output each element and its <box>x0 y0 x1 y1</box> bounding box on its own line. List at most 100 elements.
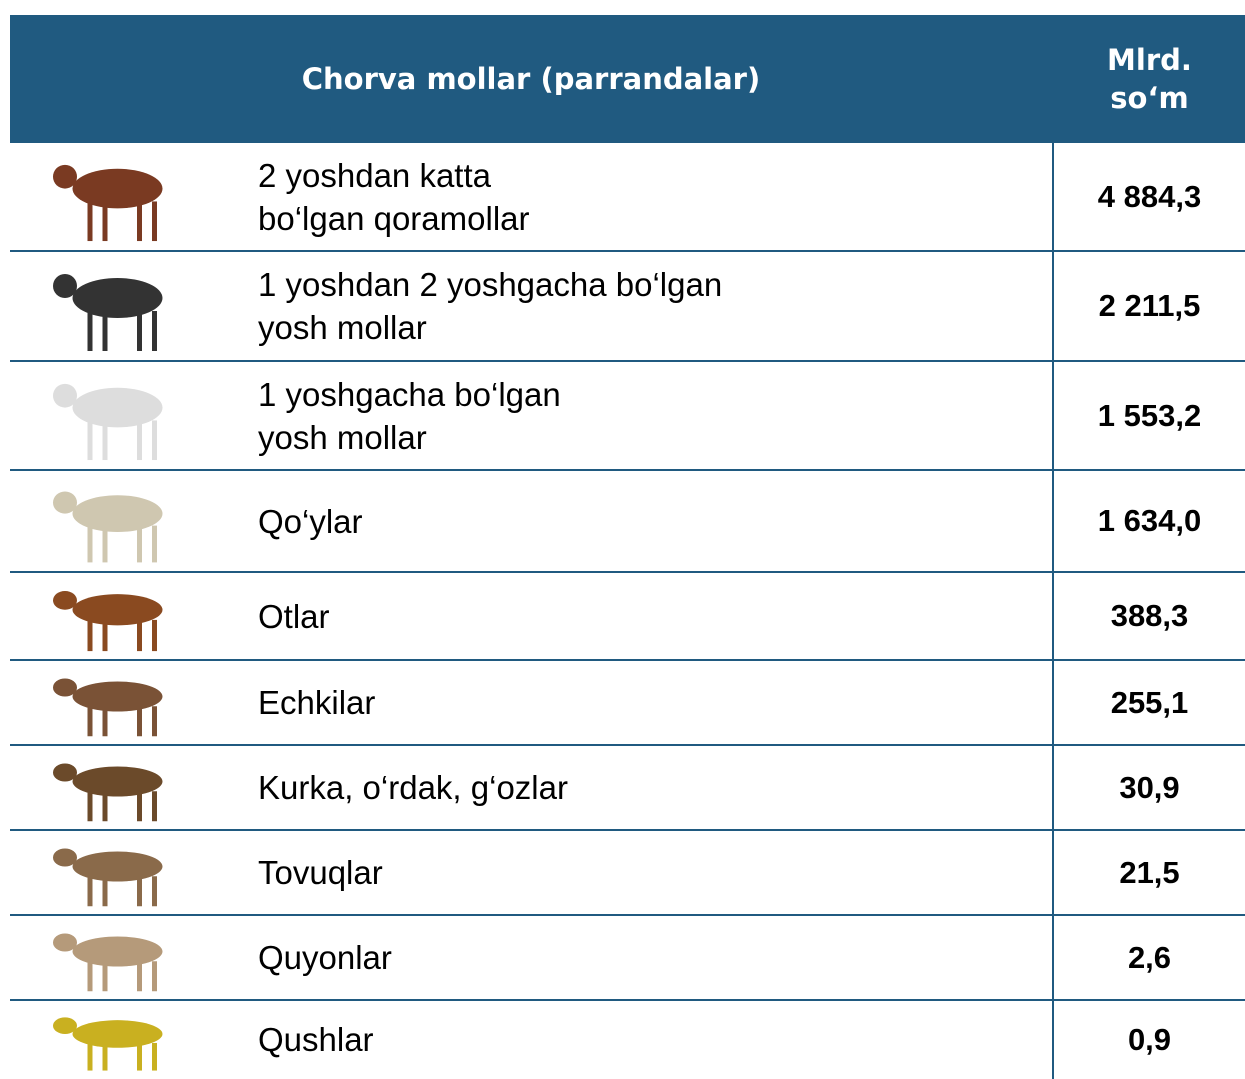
row-value: 1 634,0 <box>1054 470 1245 572</box>
icon-body <box>73 1020 163 1048</box>
icon-head <box>53 1017 77 1034</box>
icon-leg <box>88 420 93 460</box>
header-cell: Chorva mollar (parrandalar) <box>10 15 1052 142</box>
label-line: Otlar <box>258 595 1038 638</box>
icon-leg <box>88 961 93 991</box>
icon-leg <box>88 620 93 651</box>
icon-head <box>53 679 77 697</box>
animal-icon <box>35 1005 185 1074</box>
row-value: 255,1 <box>1054 660 1245 745</box>
icon-leg <box>152 620 157 651</box>
icon-leg <box>152 706 157 736</box>
label-line: Echkilar <box>258 681 1038 724</box>
row-value: 2,6 <box>1054 915 1245 1000</box>
icon-leg <box>137 620 142 651</box>
animal-icon <box>35 750 185 825</box>
label-line: bo‘lgan qoramollar <box>258 197 1038 240</box>
icon-body <box>73 682 163 712</box>
header-text: so‘m <box>1110 79 1188 117</box>
icon-leg <box>137 1043 142 1071</box>
icon-body <box>73 937 163 967</box>
icon-leg <box>103 1043 108 1071</box>
icon-head <box>53 384 77 408</box>
row-label: 2 yoshdan kattabo‘lgan qoramollar <box>258 142 1038 251</box>
animal-icon <box>35 366 185 465</box>
icon-body <box>73 388 163 428</box>
icon-leg <box>103 620 108 651</box>
icon-leg <box>103 201 108 241</box>
row-value: 1 553,2 <box>1054 361 1245 470</box>
icon-leg <box>152 201 157 241</box>
icon-leg <box>152 526 157 563</box>
label-line: yosh mollar <box>258 306 1038 349</box>
row-label: Otlar <box>258 572 1038 660</box>
animal-icon <box>35 577 185 655</box>
icon-leg <box>137 961 142 991</box>
row-label: Kurka, o‘rdak, g‘ozlar <box>258 745 1038 830</box>
label-line: Qo‘ylar <box>258 500 1038 543</box>
icon-leg <box>152 1043 157 1071</box>
icon-leg <box>152 791 157 821</box>
row-value: 4 884,3 <box>1054 142 1245 251</box>
page: Chorva mollar (parrandalar) Mlrd. so‘m (… <box>0 0 1245 1079</box>
header-text: Mlrd. <box>1107 41 1192 79</box>
icon-leg <box>137 526 142 563</box>
icon-leg <box>152 311 157 351</box>
animal-icon <box>35 665 185 740</box>
animal-icon <box>35 920 185 995</box>
row-label: Qo‘ylar <box>258 470 1038 572</box>
icon-head <box>53 274 77 298</box>
icon-leg <box>88 526 93 563</box>
icon-leg <box>88 876 93 906</box>
icon-leg <box>137 876 142 906</box>
icon-body <box>73 767 163 797</box>
row-label: Echkilar <box>258 660 1038 745</box>
label-line: 1 yoshdan 2 yoshgacha bo‘lgan <box>258 263 1038 306</box>
icon-head <box>53 591 77 610</box>
label-line: Quyonlar <box>258 936 1038 979</box>
icon-leg <box>103 706 108 736</box>
table-header: Chorva mollar (parrandalar) Mlrd. so‘m <box>10 15 1245 142</box>
icon-head <box>53 165 77 189</box>
animal-icon <box>35 147 185 246</box>
label-line: yosh mollar <box>258 416 1038 459</box>
animal-icon <box>35 475 185 567</box>
icon-leg <box>88 201 93 241</box>
icon-leg <box>103 311 108 351</box>
row-value: 21,5 <box>1054 830 1245 915</box>
icon-leg <box>137 201 142 241</box>
icon-leg <box>103 526 108 563</box>
icon-leg <box>137 791 142 821</box>
icon-head <box>53 492 77 514</box>
label-line: Tovuqlar <box>258 851 1038 894</box>
icon-leg <box>103 420 108 460</box>
header-cell: Mlrd. so‘m <box>1054 15 1245 142</box>
row-label: Quyonlar <box>258 915 1038 1000</box>
icon-leg <box>152 876 157 906</box>
icon-body <box>73 594 163 625</box>
icon-head <box>53 849 77 867</box>
icon-leg <box>103 876 108 906</box>
animal-icon <box>35 835 185 910</box>
row-value: 2 211,5 <box>1054 251 1245 361</box>
icon-leg <box>88 706 93 736</box>
icon-body <box>73 495 163 532</box>
label-line: 2 yoshdan katta <box>258 154 1038 197</box>
row-value: 30,9 <box>1054 745 1245 830</box>
label-line: Kurka, o‘rdak, g‘ozlar <box>258 766 1038 809</box>
icon-head <box>53 764 77 782</box>
icon-leg <box>137 420 142 460</box>
row-value: 0,9 <box>1054 1000 1245 1079</box>
icon-leg <box>103 791 108 821</box>
header-text: Chorva mollar (parrandalar) <box>302 60 761 98</box>
row-label: Tovuqlar <box>258 830 1038 915</box>
row-value: 388,3 <box>1054 572 1245 660</box>
row-label: Qushlar <box>258 1000 1038 1079</box>
icon-body <box>73 169 163 209</box>
icon-leg <box>103 961 108 991</box>
icon-head <box>53 934 77 952</box>
icon-body <box>73 852 163 882</box>
label-line: Qushlar <box>258 1018 1038 1061</box>
icon-leg <box>88 1043 93 1071</box>
